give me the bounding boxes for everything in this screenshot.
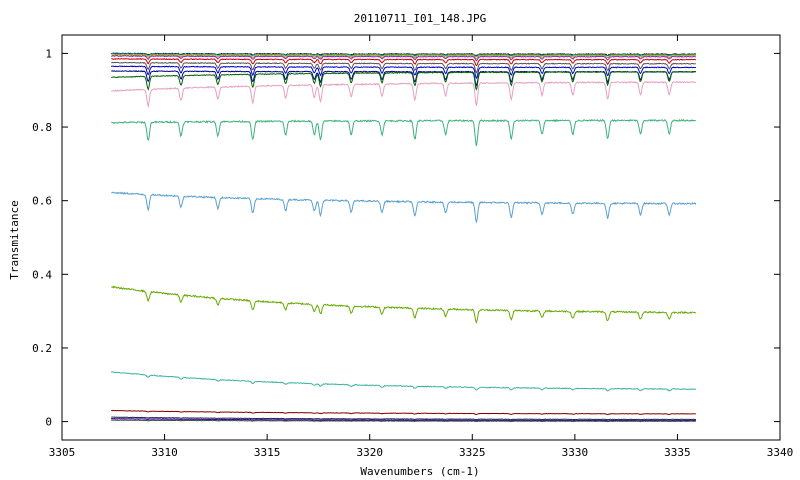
y-tick-label: 0.6 (32, 195, 52, 208)
series-line-7 (110, 65, 697, 80)
series-line-2 (111, 52, 697, 57)
x-axis-label: Wavenumbers (cm-1) (360, 465, 479, 478)
x-tick-label: 3330 (562, 446, 589, 459)
x-tick-label: 3325 (459, 446, 486, 459)
y-tick-label: 0.2 (32, 342, 52, 355)
series-line-4 (111, 55, 697, 62)
plot-area (110, 52, 697, 423)
series-line-14 (110, 371, 697, 392)
series-line-18 (111, 419, 697, 423)
y-tick-label: 1 (45, 47, 52, 60)
x-tick-label: 3305 (49, 446, 76, 459)
series-line-6 (111, 61, 697, 74)
series-line-15 (110, 409, 697, 416)
series-line-11 (110, 118, 697, 147)
series-line-12 (111, 191, 697, 224)
series-line-9 (111, 70, 697, 91)
x-tick-label: 3335 (664, 446, 691, 459)
series-line-16 (111, 416, 696, 421)
x-tick-label: 3310 (151, 446, 178, 459)
plot-frame (61, 34, 781, 441)
x-tick-label: 3315 (254, 446, 281, 459)
chart-title: 20110711_I01_148.JPG (354, 12, 486, 25)
x-tick-label: 3320 (356, 446, 383, 459)
series-line-3 (111, 54, 696, 60)
axes: 3305 3310 3315 3320 3325 3330 3335 3340 0 0.2 0.4 0… (32, 34, 794, 459)
series-line-10 (110, 81, 697, 109)
y-axis-label: Transmitance (8, 200, 21, 279)
series-line-17 (111, 417, 697, 422)
series-line-13 (111, 285, 697, 324)
x-tick-label: 3340 (767, 446, 794, 459)
y-tick-label: 0.8 (32, 121, 52, 134)
series-line-5 (111, 57, 697, 66)
y-tick-label: 0 (45, 416, 52, 429)
y-tick-label: 0.4 (32, 268, 52, 281)
